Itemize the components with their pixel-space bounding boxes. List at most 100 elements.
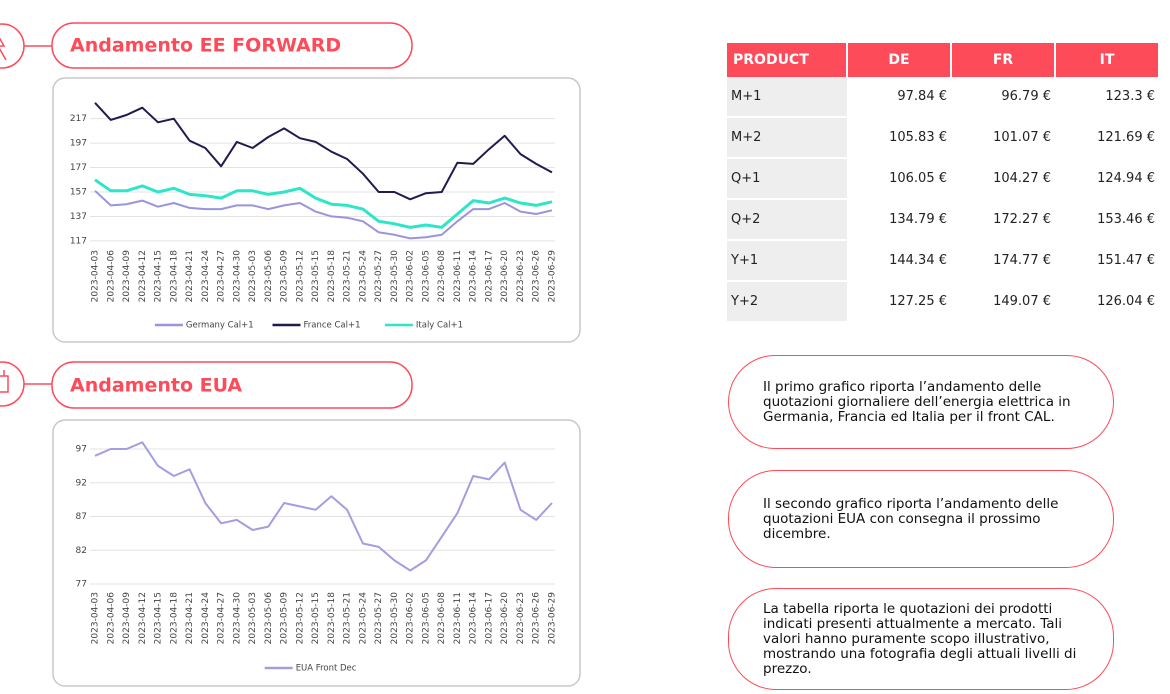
note-text: Il secondo grafico riporta l’andamento d… xyxy=(763,495,1059,542)
legend-label: EUA Front Dec xyxy=(296,664,357,674)
x-tick-label: 2023-05-30 xyxy=(390,250,400,303)
table-cell: 121.69 € xyxy=(1055,117,1159,159)
x-tick-label: 2023-05-09 xyxy=(280,250,290,303)
x-tick-label: 2023-06-26 xyxy=(532,250,542,303)
x-tick-label: 2023-06-17 xyxy=(484,250,494,302)
y-tick-label: 97 xyxy=(76,445,87,455)
table-cell: 123.3 € xyxy=(1055,77,1159,118)
series-line xyxy=(94,441,553,572)
chart-box xyxy=(52,419,581,687)
x-tick-label: 2023-06-14 xyxy=(469,592,479,645)
table-cell: 97.84 € xyxy=(847,77,951,118)
x-tick-label: 2023-04-06 xyxy=(106,250,116,303)
x-tick-label: 2023-04-15 xyxy=(154,592,164,644)
x-tick-label: 2023-05-06 xyxy=(264,592,274,645)
table-cell: 101.07 € xyxy=(951,117,1055,159)
y-tick-label: 157 xyxy=(70,188,87,198)
price-table: PRODUCT DE FR IT M+1 97.84 €96.79 €123.3 € M+2… xyxy=(727,43,1160,323)
y-tick-label: 92 xyxy=(76,478,87,488)
x-tick-label: 2023-05-03 xyxy=(248,250,258,302)
x-tick-label: 2023-06-29 xyxy=(548,250,558,303)
note: Il primo grafico riporta l’andamento del… xyxy=(728,355,1114,449)
table-cell: Y+2 xyxy=(727,281,847,323)
series-line xyxy=(94,102,553,201)
section-title: Andamento EE FORWARD xyxy=(70,35,341,57)
table-row: M+1 97.84 €96.79 €123.3 € xyxy=(727,77,1159,118)
charts-panel: Andamento EE FORWARD Andamento EUA 117 13… xyxy=(0,22,581,687)
x-tick-label: 2023-04-09 xyxy=(122,592,132,645)
section-pill xyxy=(51,22,413,69)
x-tick-label: 2023-05-21 xyxy=(343,250,353,302)
x-tick-label: 2023-04-27 xyxy=(217,592,227,644)
x-tick-label: 2023-05-24 xyxy=(358,592,368,645)
x-tick-label: 2023-05-18 xyxy=(327,250,337,303)
x-tick-label: 2023-06-05 xyxy=(421,592,431,644)
x-tick-label: 2023-04-24 xyxy=(201,250,211,303)
x-tick-label: 2023-04-03 xyxy=(91,592,101,644)
note-text: Il primo grafico riporta l’andamento del… xyxy=(763,378,1071,425)
legend-label: Germany Cal+1 xyxy=(186,321,254,331)
legend-label: Italy Cal+1 xyxy=(416,321,463,331)
x-tick-label: 2023-04-09 xyxy=(122,250,132,303)
header-cell: PRODUCT xyxy=(727,43,848,77)
series-line xyxy=(94,190,553,240)
table-cell: 151.47 € xyxy=(1055,240,1159,282)
x-tick-label: 2023-06-02 xyxy=(406,592,416,644)
table-cell: Q+1 xyxy=(727,158,847,200)
x-tick-label: 2023-05-15 xyxy=(311,250,321,302)
table-cell: 153.46 € xyxy=(1055,199,1159,241)
x-tick-label: 2023-06-02 xyxy=(406,250,416,302)
x-tick-label: 2023-04-12 xyxy=(138,250,148,302)
y-tick-label: 217 xyxy=(70,114,87,124)
header-cell: DE xyxy=(847,43,952,77)
y-tick-label: 137 xyxy=(70,212,87,222)
x-tick-label: 2023-04-18 xyxy=(169,592,179,645)
table-cell: Y+1 xyxy=(727,240,847,282)
icon xyxy=(0,23,52,407)
x-tick-label: 2023-04-18 xyxy=(169,250,179,303)
note: Il secondo grafico riporta l’andamento d… xyxy=(728,470,1114,568)
x-tick-label: 2023-04-27 xyxy=(217,250,227,302)
x-tick-label: 2023-05-27 xyxy=(374,250,384,302)
x-tick-label: 2023-04-12 xyxy=(138,592,148,644)
x-tick-label: 2023-05-30 xyxy=(390,592,400,645)
section-title: Andamento EUA xyxy=(70,375,242,397)
section-pill xyxy=(51,361,413,409)
table-row: M+2 105.83 €101.07 €121.69 € xyxy=(727,117,1159,159)
x-tick-label: 2023-05-09 xyxy=(280,592,290,645)
x-tick-label: 2023-05-06 xyxy=(264,250,274,303)
x-tick-label: 2023-04-06 xyxy=(106,592,116,645)
table-header: PRODUCT DE FR IT xyxy=(727,43,1160,77)
header-cell: IT xyxy=(1055,43,1160,77)
table-cell: Q+2 xyxy=(727,199,847,241)
x-tick-label: 2023-06-05 xyxy=(421,250,431,302)
y-tick-label: 87 xyxy=(76,512,87,522)
table-cell: 124.94 € xyxy=(1055,158,1159,200)
x-tick-label: 2023-04-30 xyxy=(232,592,242,645)
x-tick-label: 2023-06-20 xyxy=(500,592,510,645)
x-tick-label: 2023-06-08 xyxy=(437,592,447,645)
x-tick-label: 2023-06-11 xyxy=(453,592,463,644)
x-tick-label: 2023-05-15 xyxy=(311,592,321,644)
table-cell: M+1 xyxy=(727,77,847,118)
note: La tabella riporta le quotazioni dei pro… xyxy=(728,588,1114,690)
x-tick-label: 2023-05-03 xyxy=(248,592,258,644)
x-tick-label: 2023-04-21 xyxy=(185,250,195,302)
table-cell: 104.27 € xyxy=(951,158,1055,200)
table-cell: 149.07 € xyxy=(951,281,1055,323)
x-tick-label: 2023-06-17 xyxy=(484,592,494,644)
table-row: Q+1 106.05 €104.27 €124.94 € xyxy=(727,158,1159,200)
header-cell: FR xyxy=(951,43,1056,77)
table-cell: 126.04 € xyxy=(1055,281,1159,323)
x-tick-label: 2023-04-21 xyxy=(185,592,195,644)
table-cell: 127.25 € xyxy=(847,281,951,323)
x-tick-label: 2023-05-24 xyxy=(358,250,368,303)
table-cell: 172.27 € xyxy=(951,199,1055,241)
table-cell: M+2 xyxy=(727,117,847,159)
x-tick-label: 2023-06-26 xyxy=(532,592,542,645)
series-line xyxy=(94,178,553,229)
table-cell: 106.05 € xyxy=(847,158,951,200)
x-tick-label: 2023-05-21 xyxy=(343,592,353,644)
x-tick-label: 2023-06-20 xyxy=(500,250,510,303)
